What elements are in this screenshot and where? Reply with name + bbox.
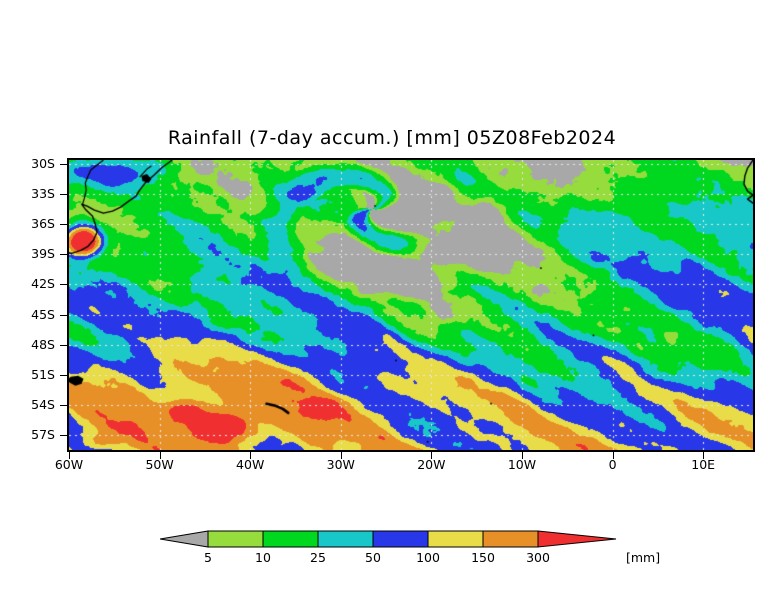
y-tick-label: 48S	[31, 336, 55, 352]
y-tick-mark	[60, 254, 67, 256]
y-tick-mark	[60, 374, 67, 376]
y-tick-mark	[60, 224, 67, 226]
x-tick-label: 60W	[54, 457, 84, 472]
y-tick-mark	[60, 164, 67, 165]
x-tick-label: 0	[608, 457, 617, 472]
colorbar-segment	[427, 530, 484, 548]
y-tick-mark	[60, 404, 67, 406]
y-tick-label: 54S	[31, 396, 55, 412]
colorbar-tick-label: 150	[471, 550, 495, 565]
y-tick-label: 30S	[31, 156, 55, 171]
colorbar-left-arrow	[160, 530, 209, 548]
colorbar-segment	[262, 530, 319, 548]
colorbar-segment	[317, 530, 374, 548]
y-tick-label: 39S	[31, 246, 55, 262]
y-tick-label: 57S	[31, 426, 55, 442]
colorbar-tick-label: 50	[365, 550, 381, 565]
colorbar-right-arrow	[537, 530, 617, 548]
x-tick-mark	[431, 452, 433, 459]
x-tick-mark	[521, 452, 523, 459]
x-tick-label: 40W	[236, 457, 265, 472]
x-tick-mark	[69, 452, 70, 459]
rainfall-raster	[69, 160, 753, 450]
x-tick-mark	[159, 452, 161, 459]
colorbar-tick-label: 25	[310, 550, 326, 565]
colorbar-segment	[372, 530, 429, 548]
y-tick-label: 33S	[31, 186, 55, 202]
y-tick-mark	[60, 194, 67, 196]
y-tick-mark	[60, 344, 67, 346]
colorbar-unit-label: [mm]	[626, 550, 661, 565]
colorbar-tick-label: 10	[255, 550, 271, 565]
y-tick-label: 45S	[31, 306, 55, 322]
x-tick-mark	[250, 452, 252, 459]
x-tick-label: 10E	[691, 457, 716, 472]
rainfall-map[interactable]	[67, 158, 755, 452]
page-title: Rainfall (7-day accum.) [mm] 05Z08Feb202…	[167, 127, 617, 149]
x-tick-mark	[703, 452, 705, 459]
x-tick-label: 20W	[417, 457, 446, 472]
x-tick-label: 30W	[326, 457, 355, 472]
colorbar-tick-label: 300	[526, 550, 550, 565]
x-tick-mark	[340, 452, 342, 459]
x-tick-label: 10W	[507, 457, 537, 472]
y-tick-label: 51S	[31, 366, 55, 382]
colorbar-tick-label: 100	[416, 550, 440, 565]
y-tick-mark	[60, 314, 67, 316]
colorbar[interactable]: 5 10 25 50 100 150 300 [mm]	[0, 524, 784, 584]
colorbar-swatches	[160, 530, 617, 548]
x-tick-mark	[612, 452, 614, 459]
y-tick-label: 42S	[31, 276, 55, 292]
colorbar-tick-label: 5	[204, 550, 212, 565]
y-tick-mark	[60, 284, 67, 286]
colorbar-segment	[207, 530, 264, 548]
x-tick-label: 50W	[145, 457, 174, 472]
colorbar-segment	[482, 530, 539, 548]
y-tick-mark	[60, 434, 67, 436]
y-tick-label: 36S	[31, 216, 55, 232]
